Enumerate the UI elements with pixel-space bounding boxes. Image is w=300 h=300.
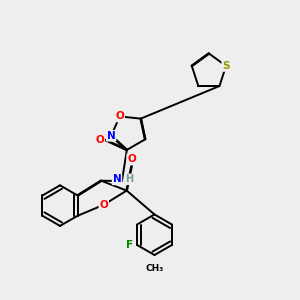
Text: S: S (222, 61, 230, 71)
Text: O: O (116, 111, 124, 122)
Text: F: F (127, 240, 134, 250)
Text: F: F (126, 240, 133, 250)
Text: O: O (127, 154, 136, 164)
Text: O: O (99, 200, 108, 210)
Text: H: H (125, 174, 133, 184)
Text: N: N (107, 131, 116, 141)
Text: O: O (95, 135, 104, 145)
Text: CH₃: CH₃ (146, 264, 164, 273)
Text: N: N (113, 174, 122, 184)
